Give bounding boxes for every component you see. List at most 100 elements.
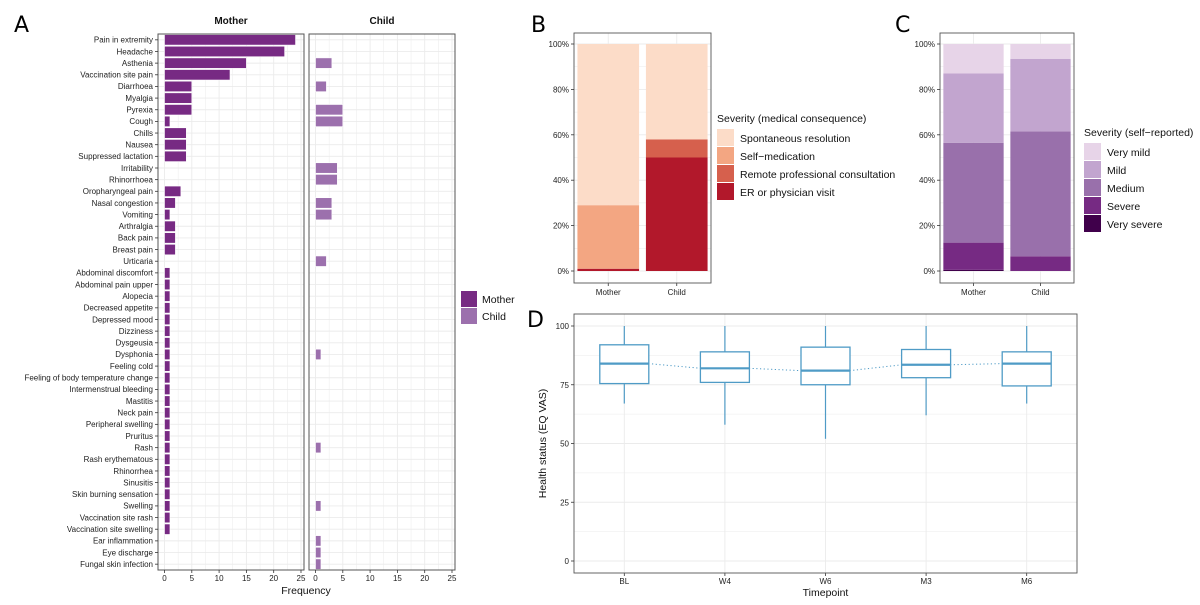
category-label: Eye discharge: [102, 548, 153, 557]
bar-segment: [645, 157, 708, 271]
legend-key: [1084, 161, 1101, 178]
bar-mother: [164, 372, 171, 384]
x-tick-label: Child: [1031, 288, 1049, 297]
bar-child: [315, 104, 344, 116]
bar-mother: [164, 232, 176, 244]
facet-title-child: Child: [370, 16, 395, 27]
facet-bg: [158, 34, 304, 570]
bar-mother: [164, 500, 171, 512]
bar-segment: [943, 142, 1004, 243]
bar-mother: [164, 383, 171, 395]
bar-mother: [164, 465, 171, 477]
box-m6: [1001, 351, 1052, 387]
category-label: Diarrhoea: [118, 82, 154, 91]
y-tick-label: 80%: [919, 85, 935, 94]
plot-border: [939, 32, 1075, 284]
category-label: Chills: [133, 129, 153, 138]
bar-mother: [164, 92, 193, 104]
category-label: Ear inflammation: [93, 537, 153, 546]
legend-key-child: [461, 308, 477, 324]
x-axis-title: Timepoint: [803, 587, 849, 599]
bar-mother: [164, 185, 182, 197]
category-label: Vomiting: [122, 210, 153, 219]
plot-border: [573, 32, 712, 284]
category-label: Pruritus: [125, 432, 153, 441]
x-tick-label: 0: [313, 574, 318, 583]
y-tick-label: 0: [565, 557, 570, 566]
legend-label: Very mild: [1107, 147, 1150, 159]
category-label: Pyrexia: [126, 106, 153, 115]
bar-mother: [164, 278, 171, 291]
legend-title: Severity (medical consequence): [717, 113, 866, 125]
x-tick-label: 5: [341, 574, 346, 583]
category-label: Neck pain: [117, 408, 153, 417]
bar-mother: [164, 407, 171, 419]
panel-letter-b: B: [531, 13, 546, 38]
bar-mother: [164, 34, 296, 46]
bar-mother: [164, 523, 171, 535]
legend-key: [717, 165, 734, 182]
panel-c-self-reported-severity: Mother Child 0% 20% 40% 60% 80% 100% Severity (s…: [915, 32, 1193, 297]
x-tick-label: 25: [297, 574, 306, 583]
category-label: Feeling of body temperature change: [24, 374, 153, 383]
category-label: Rash erythematous: [84, 455, 153, 464]
category-label: Mastitis: [126, 397, 153, 406]
y-tick-label: 0%: [557, 267, 569, 276]
legend-label: Mild: [1107, 165, 1126, 177]
y-tick-label: 25: [560, 498, 569, 507]
legend-label: Medium: [1107, 183, 1145, 195]
x-tick-label: 0: [162, 574, 167, 583]
category-label: Dysgeusia: [116, 339, 154, 348]
panel-b-medical-severity: Mother Child 0% 20% 40% 60% 80% 100% Severity (m…: [549, 32, 895, 297]
category-label: Swelling: [123, 502, 153, 511]
bar-mother: [164, 220, 176, 232]
category-label: Vaccination site pain: [80, 71, 153, 80]
bar-child: [315, 57, 333, 69]
x-tick-label: BL: [619, 577, 629, 586]
legend-key: [1084, 197, 1101, 214]
facet-title-mother: Mother: [214, 16, 247, 27]
category-label: Skin burning sensation: [72, 490, 153, 499]
category-label: Alopecia: [122, 292, 153, 301]
bar-child: [315, 546, 322, 559]
x-tick-label: 15: [242, 574, 251, 583]
category-label: Myalgia: [125, 94, 153, 103]
bar-segment: [645, 44, 708, 140]
legend-label-child: Child: [482, 311, 506, 323]
legend-label-mother: Mother: [482, 294, 515, 306]
bar-child: [315, 255, 327, 267]
x-tick-label: 20: [420, 574, 429, 583]
bar-mother: [164, 418, 171, 430]
median-connector: [748, 367, 802, 372]
category-label: Dizziness: [119, 327, 153, 336]
panel-letter-c: C: [895, 13, 910, 38]
bar-child: [315, 500, 322, 512]
category-label: Suppressed lactation: [78, 152, 153, 161]
bar-child: [315, 558, 322, 570]
bar-mother: [164, 430, 171, 442]
bar-mother: [164, 139, 187, 151]
y-tick-label: 75: [560, 381, 569, 390]
category-label: Dysphonia: [115, 350, 153, 359]
x-tick-label: 10: [366, 574, 375, 583]
bar-segment: [943, 242, 1004, 270]
bar-mother: [164, 104, 193, 116]
x-tick-label: 5: [190, 574, 195, 583]
y-tick-label: 20%: [553, 222, 569, 231]
category-label: Decreased appetite: [84, 304, 154, 313]
bar-mother: [164, 488, 171, 500]
category-label: Arthralgia: [119, 222, 154, 231]
bar-mother: [164, 453, 171, 465]
bar-segment: [1010, 131, 1071, 257]
legend-key: [717, 129, 734, 146]
bar-mother: [164, 348, 171, 360]
category-label: Rhinorrhea: [113, 467, 153, 476]
x-axis-title: Frequency: [281, 585, 331, 597]
bar-mother: [164, 115, 171, 127]
y-axis-title: Health status (EQ VAS): [537, 389, 549, 499]
box-m3: [900, 348, 952, 379]
x-tick-label: M6: [1021, 577, 1033, 586]
y-tick-label: 100: [556, 322, 570, 331]
bar-segment: [943, 44, 1004, 74]
bar-mother: [164, 267, 171, 279]
